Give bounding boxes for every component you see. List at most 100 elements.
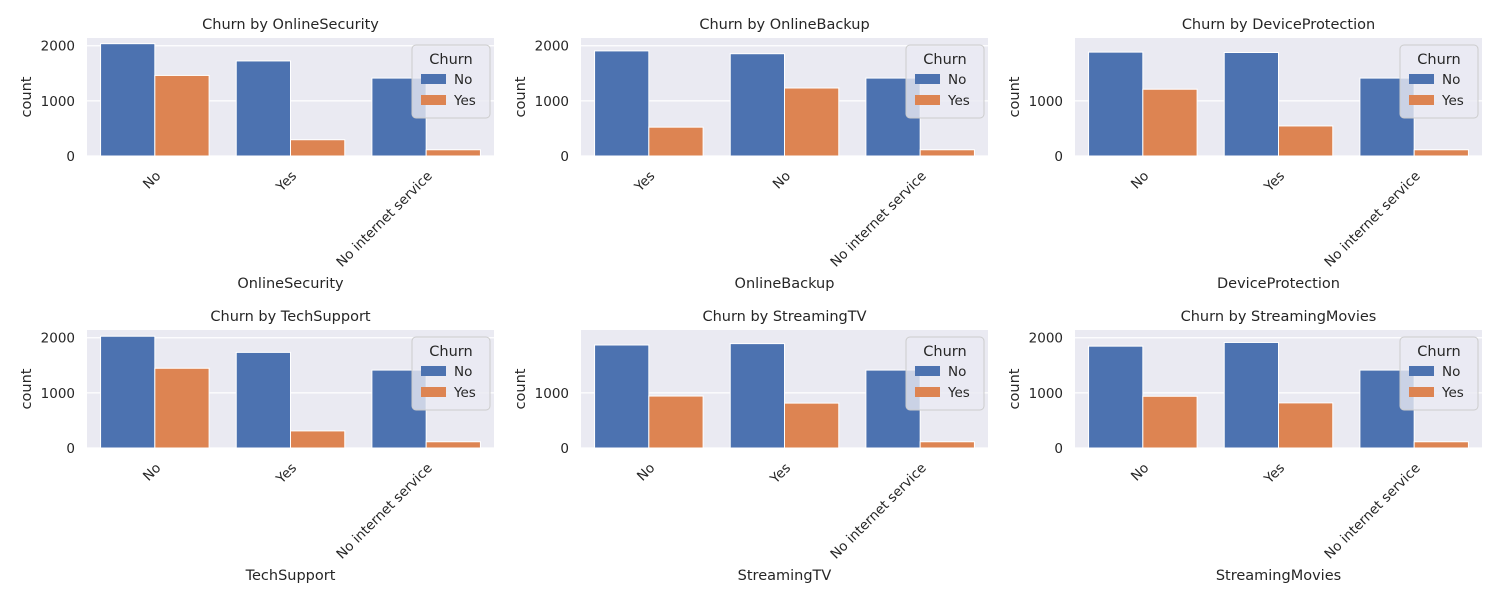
legend-swatch-no: [421, 74, 446, 84]
legend-swatch-yes: [421, 95, 446, 105]
bar-yes-2: [425, 441, 481, 449]
legend: Churn No Yes: [1399, 44, 1479, 119]
bar-no-1: [1223, 52, 1279, 157]
y-tick-label: 0: [560, 441, 569, 457]
bar-yes-1: [1278, 125, 1334, 157]
legend-label: Yes: [947, 385, 970, 401]
y-axis-label: count: [19, 368, 35, 409]
legend-swatch-yes: [1409, 387, 1434, 397]
legend-title: Churn: [429, 344, 472, 360]
bar-yes-0: [648, 126, 704, 157]
y-tick-label: 0: [1054, 149, 1063, 165]
bar-no-0: [100, 335, 156, 449]
y-tick-label: 1000: [1029, 94, 1063, 110]
legend-swatch-no: [1409, 74, 1434, 84]
bar-yes-2: [1413, 441, 1469, 449]
x-tick-label: No internet service: [333, 168, 435, 270]
x-axis-label: StreamingTV: [738, 568, 832, 584]
y-tick-label: 0: [560, 149, 569, 165]
legend-label: Yes: [947, 93, 970, 109]
subplot-title: Churn by DeviceProtection: [1182, 17, 1375, 33]
bar-yes-1: [290, 430, 346, 449]
subplot-title: Churn by TechSupport: [210, 309, 371, 325]
x-tick-label: No internet service: [827, 168, 929, 270]
legend-title: Churn: [923, 344, 966, 360]
legend-swatch-yes: [421, 387, 446, 397]
y-tick-label: 1000: [1029, 386, 1063, 402]
y-tick-label: 2000: [41, 39, 75, 55]
legend-title: Churn: [1417, 344, 1460, 360]
legend-swatch-yes: [915, 387, 940, 397]
y-tick-label: 2000: [535, 39, 569, 55]
legend-label: Yes: [453, 93, 476, 109]
bar-no-1: [729, 53, 786, 157]
x-tick-label: No internet service: [1321, 460, 1423, 562]
subplot-title: Churn by StreamingMovies: [1181, 309, 1377, 325]
legend-swatch-no: [1409, 366, 1434, 376]
legend-title: Churn: [923, 52, 966, 68]
x-tick-label: Yes: [767, 460, 794, 487]
subplot-1: 0 1000 2000 No Yes No internet service Churn b…: [19, 17, 494, 292]
subplot-4: 0 1000 2000 No Yes No internet service Churn b…: [19, 309, 494, 584]
bar-yes-2: [425, 149, 481, 157]
y-tick-label: 0: [66, 441, 75, 457]
legend-label: No: [454, 364, 472, 380]
x-tick-label: Yes: [1261, 168, 1288, 195]
subplot-title: Churn by OnlineSecurity: [202, 17, 379, 33]
x-tick-label: No: [634, 460, 658, 484]
subplot-3: 0 1000 No Yes No internet service Churn by De…: [1007, 17, 1482, 292]
legend-swatch-yes: [915, 95, 940, 105]
y-tick-label: 2000: [41, 331, 75, 347]
legend: Churn No Yes: [1399, 336, 1479, 411]
x-tick-label: Yes: [1261, 460, 1288, 487]
x-tick-label: Yes: [631, 168, 658, 195]
legend: Churn No Yes: [411, 44, 491, 119]
x-tick-label: No: [1128, 460, 1152, 484]
bar-yes-1: [784, 87, 840, 157]
y-tick-label: 0: [66, 149, 75, 165]
y-axis-label: count: [19, 76, 35, 117]
bar-no-0: [1088, 345, 1144, 449]
bar-no-1: [729, 343, 786, 449]
subplot-title: Churn by OnlineBackup: [699, 17, 869, 33]
x-tick-label: No internet service: [827, 460, 929, 562]
legend: Churn No Yes: [411, 336, 491, 411]
x-tick-label: No: [770, 168, 794, 192]
bar-yes-0: [154, 367, 210, 449]
legend-label: No: [948, 364, 966, 380]
bar-yes-0: [648, 395, 704, 449]
y-tick-label: 0: [1054, 441, 1063, 457]
bar-no-1: [235, 351, 292, 449]
bar-yes-0: [1142, 395, 1198, 449]
y-tick-label: 1000: [535, 386, 569, 402]
bar-no-1: [1223, 341, 1279, 449]
x-axis-label: OnlineBackup: [735, 276, 835, 292]
bar-no-0: [594, 50, 650, 157]
bar-yes-1: [784, 402, 840, 449]
y-axis-label: count: [1007, 368, 1023, 409]
bar-no-0: [594, 344, 650, 449]
subplot-5: 0 1000 No Yes No internet service Churn by St…: [513, 309, 988, 584]
x-tick-label: No: [140, 168, 164, 192]
subplot-6: 0 1000 2000 No Yes No internet service Churn b…: [1007, 309, 1482, 584]
y-axis-label: count: [513, 368, 529, 409]
legend-label: No: [1442, 72, 1460, 88]
y-tick-label: 2000: [1029, 331, 1063, 347]
subplot-2: 0 1000 2000 Yes No No internet service Churn b…: [513, 17, 988, 292]
legend-title: Churn: [429, 52, 472, 68]
legend-label: No: [454, 72, 472, 88]
bar-no-0: [100, 43, 156, 157]
bar-yes-1: [290, 139, 346, 157]
legend: Churn No Yes: [905, 336, 985, 411]
legend-label: No: [1442, 364, 1460, 380]
x-tick-label: Yes: [273, 168, 300, 195]
legend-swatch-yes: [1409, 95, 1434, 105]
x-axis-label: TechSupport: [245, 568, 336, 584]
bar-yes-2: [919, 441, 975, 449]
y-axis-label: count: [513, 76, 529, 117]
bar-yes-0: [154, 74, 210, 157]
bar-yes-2: [919, 149, 975, 157]
legend-label: Yes: [1441, 93, 1464, 109]
x-axis-label: DeviceProtection: [1217, 276, 1340, 292]
x-tick-label: Yes: [273, 460, 300, 487]
